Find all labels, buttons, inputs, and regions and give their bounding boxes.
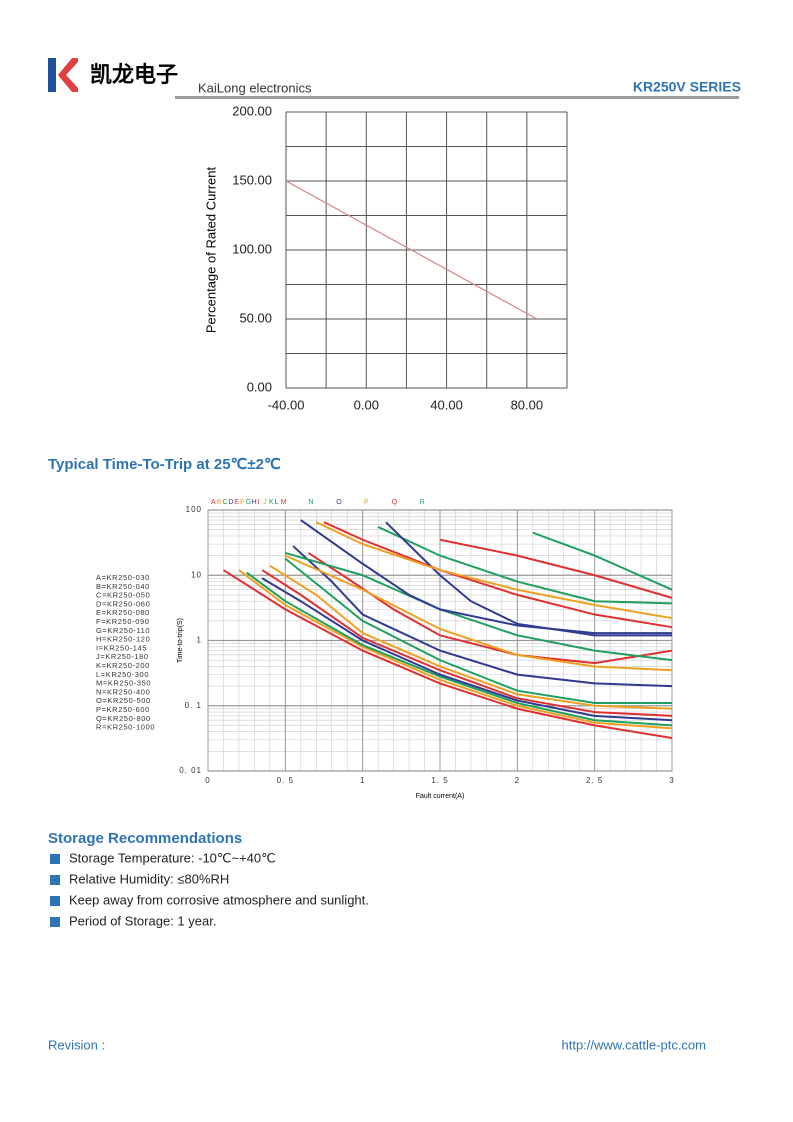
series-line: [285, 551, 673, 662]
series-line: [222, 569, 673, 740]
x-tick-label: 2: [515, 776, 520, 785]
x-tick-label: 0. 5: [277, 776, 294, 785]
series-line: [300, 519, 672, 635]
y-tick-label: 0. 1: [185, 701, 202, 710]
curve-letter: J: [263, 499, 267, 506]
curve-letter: L: [275, 499, 279, 506]
x-tick-label: 80.00: [511, 397, 544, 412]
legend-entry: I=KR250-145: [96, 643, 147, 652]
section-title: Typical Time-To-Trip at 25℃±2℃: [48, 456, 281, 473]
legend-entry: J=KR250-180: [96, 652, 149, 661]
legend-entry: R=KR250-1000: [96, 723, 155, 732]
legend-entry: D=KR250-060: [96, 599, 150, 608]
x-tick-label: 1: [360, 776, 365, 785]
curve-letter: F: [240, 499, 244, 506]
y-tick-label: 50.00: [239, 310, 272, 325]
bullet-text: Keep away from corrosive atmosphere and …: [69, 892, 369, 907]
series-line: [284, 554, 673, 672]
legend-entry: E=KR250-080: [96, 608, 150, 617]
y-tick-label: 0. 01: [179, 766, 202, 775]
y-tick-label: 0.00: [247, 379, 272, 394]
y-axis-label: Percentage of Rated Current: [203, 167, 218, 334]
revision: Revision :: [48, 1037, 105, 1052]
x-tick-label: 3: [669, 776, 674, 785]
curve-letter: N: [308, 499, 313, 506]
curve-letter: P: [364, 499, 369, 506]
logo-text: 凯龙电子: [90, 62, 178, 88]
bullet-text: Relative Humidity: ≤80%RH: [69, 871, 229, 886]
section-title: Storage Recommendations: [48, 830, 242, 847]
legend-entry: F=KR250-090: [96, 617, 150, 626]
series-line: [532, 531, 673, 591]
x-tick-label: 40.00: [430, 397, 463, 412]
series-line: [261, 577, 673, 722]
series-line: [246, 571, 673, 727]
y-tick-label: 100.00: [232, 241, 272, 256]
series-line: [315, 521, 673, 620]
legend-entry: H=KR250-120: [96, 635, 150, 644]
legend-entry: C=KR250-050: [96, 591, 150, 600]
legend-entry: G=KR250-110: [96, 626, 150, 635]
series-title: KR250V SERIES: [633, 79, 741, 95]
x-axis-label: Fault current(A): [416, 793, 465, 800]
curve-letter: H: [252, 499, 257, 506]
series-line: [269, 564, 673, 710]
curve-letter: A: [211, 499, 216, 506]
bullet-text: Period of Storage: 1 year.: [69, 913, 216, 928]
legend-entry: K=KR250-200: [96, 661, 150, 670]
x-tick-label: 1. 5: [431, 776, 448, 785]
x-tick-label: -40.00: [268, 397, 305, 412]
series-line: [284, 557, 672, 705]
legend-entry: B=KR250-040: [96, 582, 150, 591]
legend-entry: P=KR250-600: [96, 705, 150, 714]
curve-letter: G: [246, 499, 251, 506]
legend-entry: M=KR250-350: [96, 679, 151, 688]
curve-letter: C: [223, 499, 228, 506]
plot-frame: [207, 509, 673, 772]
logo-k: [58, 58, 78, 92]
legend-entry: A=KR250-030: [96, 573, 150, 582]
header-rule: [175, 96, 739, 99]
legend-entry: O=KR250-500: [96, 696, 151, 705]
y-tick-label: 150.00: [232, 172, 272, 187]
series-line: [377, 526, 673, 605]
series-line: [307, 552, 673, 665]
curve-letter: D: [228, 499, 233, 506]
url: http://www.cattle-ptc.com: [562, 1037, 707, 1052]
bullet: [50, 875, 60, 885]
bullet: [50, 896, 60, 906]
series-line: [292, 545, 673, 688]
series-line: [238, 569, 673, 730]
legend-entry: Q=KR250-800: [96, 714, 151, 723]
legend-entry: L=KR250-300: [96, 670, 149, 679]
series-line: [285, 180, 538, 320]
x-tick-label: 0: [205, 776, 210, 785]
curve-letter: I: [257, 499, 259, 506]
curve-letter: E: [234, 499, 239, 506]
bullet-text: Storage Temperature: -10℃~+40℃: [69, 850, 276, 865]
curve-letter: O: [336, 499, 342, 506]
x-tick-label: 2. 5: [586, 776, 603, 785]
series-line: [323, 521, 673, 629]
y-tick-label: 10: [191, 570, 202, 579]
curve-letter: K: [269, 499, 274, 506]
legend-entry: N=KR250-400: [96, 687, 150, 696]
y-tick-label: 1: [197, 636, 202, 645]
company: KaiLong electronics: [198, 80, 312, 95]
bullet: [50, 917, 60, 927]
y-tick-label: 200.00: [232, 103, 272, 118]
curve-letter: Q: [392, 499, 398, 506]
series-line: [439, 538, 673, 599]
curve-letter: R: [420, 499, 425, 506]
series-line: [261, 569, 673, 717]
curve-letter: M: [281, 499, 287, 506]
bullet: [50, 854, 60, 864]
series-line: [385, 521, 672, 637]
logo-bar: [48, 58, 56, 92]
y-axis-label: Time-to-trip(S): [177, 618, 184, 663]
curve-letter: B: [217, 499, 222, 506]
y-tick-label: 100: [186, 505, 202, 514]
x-tick-label: 0.00: [354, 397, 379, 412]
